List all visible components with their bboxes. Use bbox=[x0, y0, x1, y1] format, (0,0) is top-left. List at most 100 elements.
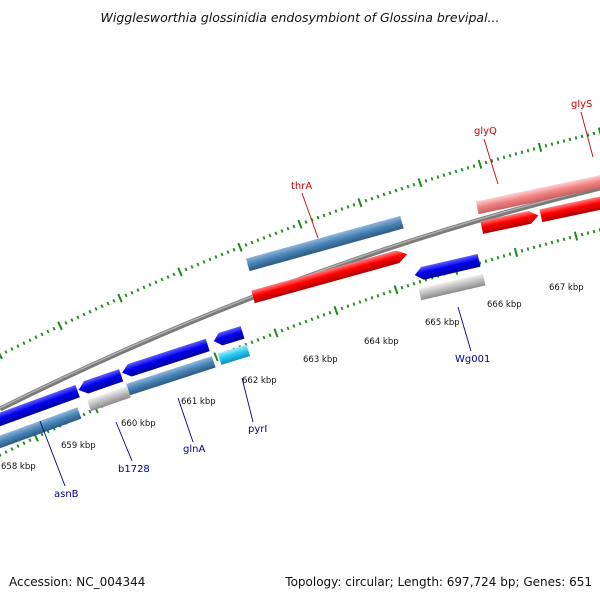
minor-tick bbox=[484, 160, 488, 165]
minor-tick bbox=[538, 243, 542, 248]
kbp-label: 660 kbp bbox=[121, 419, 156, 429]
minor-tick bbox=[508, 153, 512, 158]
minor-tick bbox=[64, 321, 68, 325]
major-tick bbox=[597, 127, 600, 137]
pyrI-gene-arrow[interactable] bbox=[212, 326, 245, 347]
gene-label-thrA[interactable]: thrA bbox=[291, 181, 312, 192]
minor-tick bbox=[430, 177, 434, 181]
minor-tick bbox=[526, 247, 530, 251]
minor-tick bbox=[304, 220, 308, 224]
minor-tick bbox=[292, 224, 296, 229]
minor-tick bbox=[412, 281, 416, 286]
minor-tick bbox=[358, 300, 362, 304]
minor-tick bbox=[556, 140, 560, 145]
minor-tick bbox=[574, 136, 578, 140]
minor-tick bbox=[4, 450, 8, 454]
minor-tick bbox=[100, 304, 104, 309]
minor-tick bbox=[322, 313, 326, 317]
minor-tick bbox=[106, 301, 110, 306]
minor-tick bbox=[250, 240, 254, 245]
minor-tick bbox=[184, 267, 188, 272]
glyQ-gene-arrow[interactable] bbox=[480, 209, 539, 234]
asnB-region-bar[interactable] bbox=[0, 407, 82, 451]
gene-label-b1728[interactable]: b1728 bbox=[118, 464, 150, 475]
minor-tick bbox=[394, 188, 398, 193]
minor-tick bbox=[388, 289, 392, 294]
minor-tick bbox=[586, 231, 590, 235]
minor-tick bbox=[136, 288, 140, 292]
minor-tick bbox=[496, 255, 500, 260]
minor-tick bbox=[376, 194, 380, 199]
reverse-tick-ring bbox=[0, 228, 600, 457]
glnA-gene-arrow[interactable] bbox=[120, 338, 210, 379]
map-title: Wigglesworthia glossinidia endosymbiont … bbox=[100, 10, 500, 25]
major-tick bbox=[57, 321, 63, 331]
major-tick bbox=[213, 352, 219, 362]
minor-tick bbox=[502, 254, 506, 258]
pyrI-region-bar[interactable] bbox=[217, 344, 251, 365]
minor-tick bbox=[316, 315, 320, 319]
kbp-label: 662 kbp bbox=[242, 376, 277, 386]
glnA-region-bar[interactable] bbox=[126, 356, 216, 396]
Wg001-region-bar[interactable] bbox=[418, 273, 486, 301]
minor-tick bbox=[16, 344, 20, 348]
minor-tick bbox=[0, 453, 2, 457]
minor-tick bbox=[580, 232, 584, 237]
minor-tick bbox=[466, 166, 470, 170]
minor-tick bbox=[286, 226, 290, 231]
minor-tick bbox=[550, 240, 554, 245]
major-tick bbox=[573, 231, 579, 241]
minor-tick bbox=[352, 302, 356, 306]
minor-tick bbox=[154, 280, 158, 285]
minor-tick bbox=[370, 296, 374, 300]
minor-tick bbox=[226, 250, 230, 254]
kbp-label: 665 kbp bbox=[425, 318, 460, 328]
gene-label-glnA[interactable]: glnA bbox=[183, 444, 205, 455]
gene-label-glyQ[interactable]: glyQ bbox=[474, 126, 497, 137]
glyS-gene-arrow[interactable] bbox=[539, 193, 600, 223]
asnB-gene-arrow[interactable] bbox=[0, 384, 80, 428]
gene-label-pyrI[interactable]: pyrI bbox=[248, 424, 267, 435]
minor-tick bbox=[148, 282, 152, 287]
Wg001-gene-arrow[interactable] bbox=[413, 253, 481, 282]
minor-tick bbox=[88, 409, 92, 414]
b1728-region-bar[interactable] bbox=[87, 386, 131, 412]
minor-tick bbox=[370, 196, 374, 201]
gene-label-glyS[interactable]: glyS bbox=[571, 99, 592, 110]
minor-tick bbox=[580, 134, 584, 139]
minor-tick bbox=[292, 324, 296, 328]
b1728-gene-arrow[interactable] bbox=[76, 369, 124, 396]
gene-label-Wg001[interactable]: Wg001 bbox=[455, 354, 490, 365]
minor-tick bbox=[70, 318, 74, 322]
minor-tick bbox=[334, 209, 338, 213]
minor-tick bbox=[28, 438, 32, 442]
minor-tick bbox=[514, 152, 518, 156]
minor-tick bbox=[298, 321, 302, 326]
major-tick bbox=[297, 219, 303, 229]
major-tick bbox=[357, 198, 363, 208]
minor-tick bbox=[346, 205, 350, 209]
minor-tick bbox=[568, 137, 572, 142]
minor-tick bbox=[250, 340, 254, 345]
gene-label-asnB[interactable]: asnB bbox=[54, 489, 79, 500]
minor-tick bbox=[424, 179, 428, 183]
glyQ-region-bar[interactable] bbox=[475, 172, 600, 215]
thrA-region-bar[interactable] bbox=[246, 215, 404, 272]
minor-tick bbox=[16, 444, 20, 448]
major-tick bbox=[417, 178, 423, 188]
minor-tick bbox=[316, 215, 320, 220]
minor-tick bbox=[112, 298, 116, 303]
minor-tick bbox=[586, 133, 590, 137]
minor-tick bbox=[244, 243, 248, 247]
minor-tick bbox=[400, 186, 404, 191]
minor-tick bbox=[10, 447, 14, 451]
minor-tick bbox=[40, 332, 44, 337]
minor-tick bbox=[364, 198, 368, 203]
minor-tick bbox=[262, 236, 266, 240]
minor-tick bbox=[562, 237, 566, 242]
minor-tick bbox=[340, 207, 344, 211]
thrA-gene-arrow[interactable] bbox=[251, 248, 409, 304]
minor-tick bbox=[304, 319, 308, 324]
minor-tick bbox=[22, 341, 26, 345]
minor-tick bbox=[274, 231, 278, 236]
